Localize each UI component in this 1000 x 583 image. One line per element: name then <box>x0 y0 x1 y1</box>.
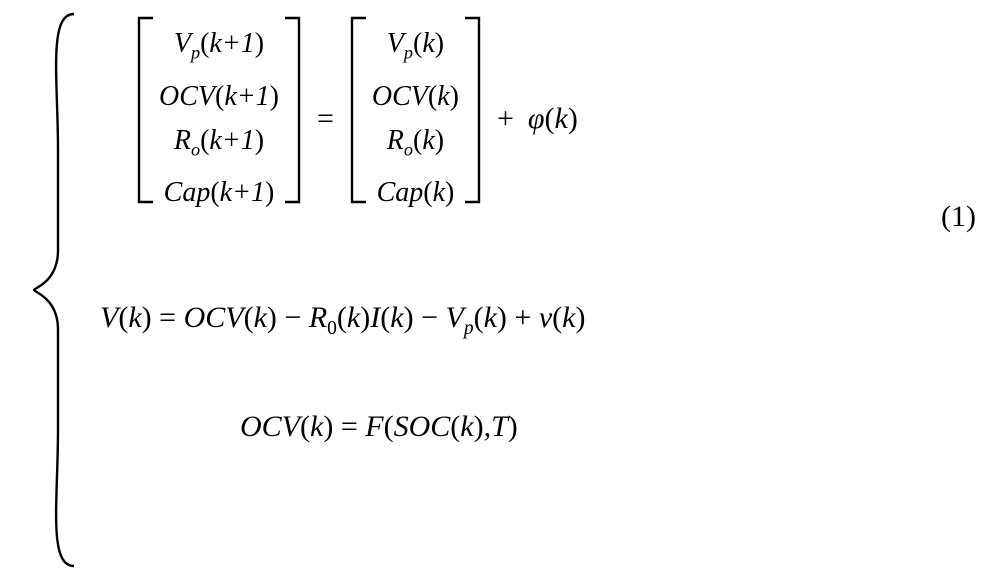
system-left-brace <box>28 10 88 570</box>
state-vector-update-equation: Vp(k+1)OCV(k+1)Ro(k+1)Cap(k+1) = Vp(k)OC… <box>135 16 880 221</box>
rhs-row-0: Vp(k) <box>372 22 459 75</box>
equals-sign: = <box>311 102 340 136</box>
rhs-row-2: Ro(k) <box>372 119 459 172</box>
left-bracket-icon <box>135 16 155 204</box>
right-bracket-icon <box>283 16 303 204</box>
equations-content: Vp(k+1)OCV(k+1)Ro(k+1)Cap(k+1) = Vp(k)OC… <box>100 10 880 570</box>
left-bracket-icon <box>348 16 368 204</box>
output-voltage-equation: V(k) = OCV(k) − R0(k)I(k) − Vp(k) + v(k) <box>100 301 880 340</box>
ocv-soc-relation-equation: OCV(k) = F(SOC(k),T) <box>240 410 880 444</box>
rhs-row-3: Cap(k) <box>372 171 459 215</box>
rhs-row-1: OCV(k) <box>372 75 459 119</box>
process-noise-term: φ(k) <box>528 102 578 136</box>
equation-figure: Vp(k+1)OCV(k+1)Ro(k+1)Cap(k+1) = Vp(k)OC… <box>0 0 1000 583</box>
lhs-row-2: Ro(k+1) <box>159 119 279 172</box>
lhs-row-0: Vp(k+1) <box>159 22 279 75</box>
plus-sign: + <box>491 102 520 136</box>
lhs-state-vector-k-plus-1: Vp(k+1)OCV(k+1)Ro(k+1)Cap(k+1) <box>135 16 303 221</box>
equation-number-label: (1) <box>941 200 976 234</box>
rhs-state-vector-k: Vp(k)OCV(k)Ro(k)Cap(k) <box>348 16 483 221</box>
lhs-row-3: Cap(k+1) <box>159 171 279 215</box>
lhs-row-1: OCV(k+1) <box>159 75 279 119</box>
right-bracket-icon <box>463 16 483 204</box>
